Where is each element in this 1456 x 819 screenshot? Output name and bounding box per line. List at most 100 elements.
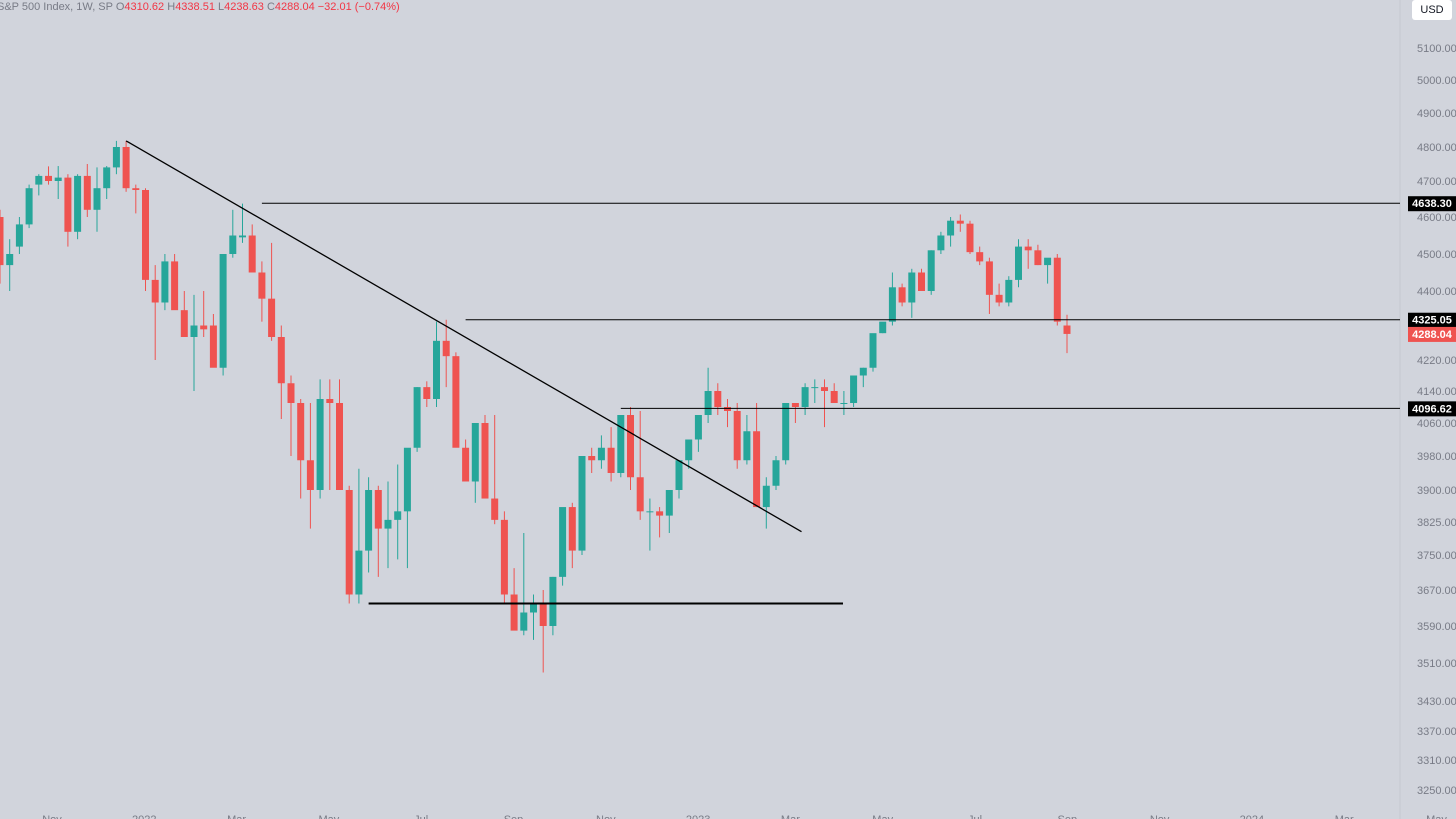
candle-body (976, 252, 984, 262)
x-tick-label: Nov (596, 814, 616, 819)
x-tick-label: Jul (414, 814, 428, 819)
candle-body (947, 220, 955, 236)
trendline (125, 140, 802, 533)
candle-body (918, 272, 925, 291)
candle-body (811, 387, 819, 389)
price-tag (1408, 401, 1456, 417)
y-tick-label: 3900.00 (1417, 485, 1456, 497)
candle-body (83, 175, 91, 210)
candle-body (685, 439, 693, 461)
candle-body (1044, 257, 1052, 266)
candle-body (452, 356, 460, 448)
candle-body (112, 147, 120, 168)
candle-body (520, 612, 528, 631)
candle-body (365, 490, 373, 551)
candle-body (209, 325, 217, 368)
candle-body (394, 511, 402, 520)
x-tick-label: Sep (1058, 814, 1078, 819)
candle-body (336, 403, 343, 490)
candle-body (132, 188, 140, 190)
price-tag (1408, 196, 1456, 212)
candle-body (297, 403, 305, 461)
x-tick-label: May (872, 814, 893, 819)
y-tick-label: 4800.00 (1417, 142, 1456, 154)
candle-body (277, 337, 285, 384)
candle-body (219, 254, 227, 368)
candle-body (326, 399, 334, 403)
candle-body (627, 415, 634, 478)
candle-body (636, 477, 644, 512)
y-tick-label: 3825.00 (1417, 517, 1456, 529)
candle-body (530, 603, 537, 613)
candle-body (966, 223, 974, 253)
candle-body (239, 235, 246, 238)
price-tag-label: 4638.30 (1412, 198, 1452, 210)
y-tick-label: 4060.00 (1417, 418, 1456, 430)
close-label: C (266, 1, 275, 13)
y-tick-label: 3310.00 (1417, 755, 1456, 767)
candle-body (345, 490, 353, 595)
candle-body (481, 423, 489, 499)
x-tick-label: May (1426, 814, 1447, 819)
ohlc-legend: S&P 500 Index, 1W, SP O4310.62 H4338.51 … (0, 0, 400, 14)
y-tick-label: 3670.00 (1417, 585, 1456, 597)
candle-body (403, 447, 411, 512)
candle-body (413, 387, 421, 448)
change-value: −32.01 (−0.74%) (317, 1, 400, 13)
y-tick-label: 4140.00 (1417, 386, 1456, 398)
candle-body (491, 498, 499, 520)
candle-body (724, 407, 731, 411)
symbol-label: S&P 500 Index, 1W, SP (0, 1, 113, 13)
candle-body (74, 175, 82, 232)
candle-body (772, 460, 780, 486)
close-value: 4288.04 (274, 1, 315, 13)
x-tick-label: Mar (227, 814, 246, 819)
candle-body (64, 177, 72, 232)
price-tag-label: 4288.04 (1412, 329, 1453, 341)
candle-body (985, 261, 993, 295)
price-tag (1408, 312, 1456, 328)
candle-body (762, 485, 770, 508)
candle-body (45, 175, 52, 181)
candle-body (384, 519, 392, 529)
candle-body (93, 188, 101, 210)
candle-body (54, 177, 62, 181)
y-tick-label: 3370.00 (1417, 726, 1456, 738)
candle-body (268, 298, 276, 337)
y-tick-label: 3430.00 (1417, 696, 1456, 708)
candle-body (442, 340, 450, 357)
candle-body (122, 147, 130, 189)
candle-body (646, 511, 654, 513)
candle-body (607, 447, 615, 473)
y-tick-label: 3510.00 (1417, 658, 1456, 670)
y-tick-label: 3750.00 (1417, 550, 1456, 562)
candle-body (1063, 325, 1071, 334)
candle-body (801, 387, 809, 407)
low-value: 4238.63 (224, 1, 264, 13)
candle-body (714, 391, 722, 407)
candle-body (6, 254, 14, 266)
y-tick-label: 4500.00 (1417, 249, 1456, 261)
y-tick-label: 5100.00 (1417, 43, 1456, 55)
x-tick-label: Jul (968, 814, 982, 819)
candle-body (510, 594, 518, 631)
candle-body (830, 391, 838, 403)
x-tick-label: 2023 (686, 814, 710, 819)
high-value: 4338.51 (175, 1, 215, 13)
candle-body (1005, 279, 1013, 303)
low-label: L (218, 1, 225, 13)
y-tick-label: 4220.00 (1417, 355, 1456, 367)
x-tick-label: Nov (42, 814, 62, 819)
currency-button[interactable]: USD (1412, 0, 1452, 20)
x-tick-label: Nov (1150, 814, 1170, 819)
y-tick-label: 3980.00 (1417, 451, 1456, 463)
candle-body (248, 235, 256, 273)
candle-body (15, 224, 23, 247)
candle-body (995, 294, 1003, 303)
candle-body (888, 287, 896, 322)
y-tick-label: 3250.00 (1417, 785, 1456, 797)
x-tick-label: May (319, 814, 340, 819)
candle-body (617, 415, 625, 473)
